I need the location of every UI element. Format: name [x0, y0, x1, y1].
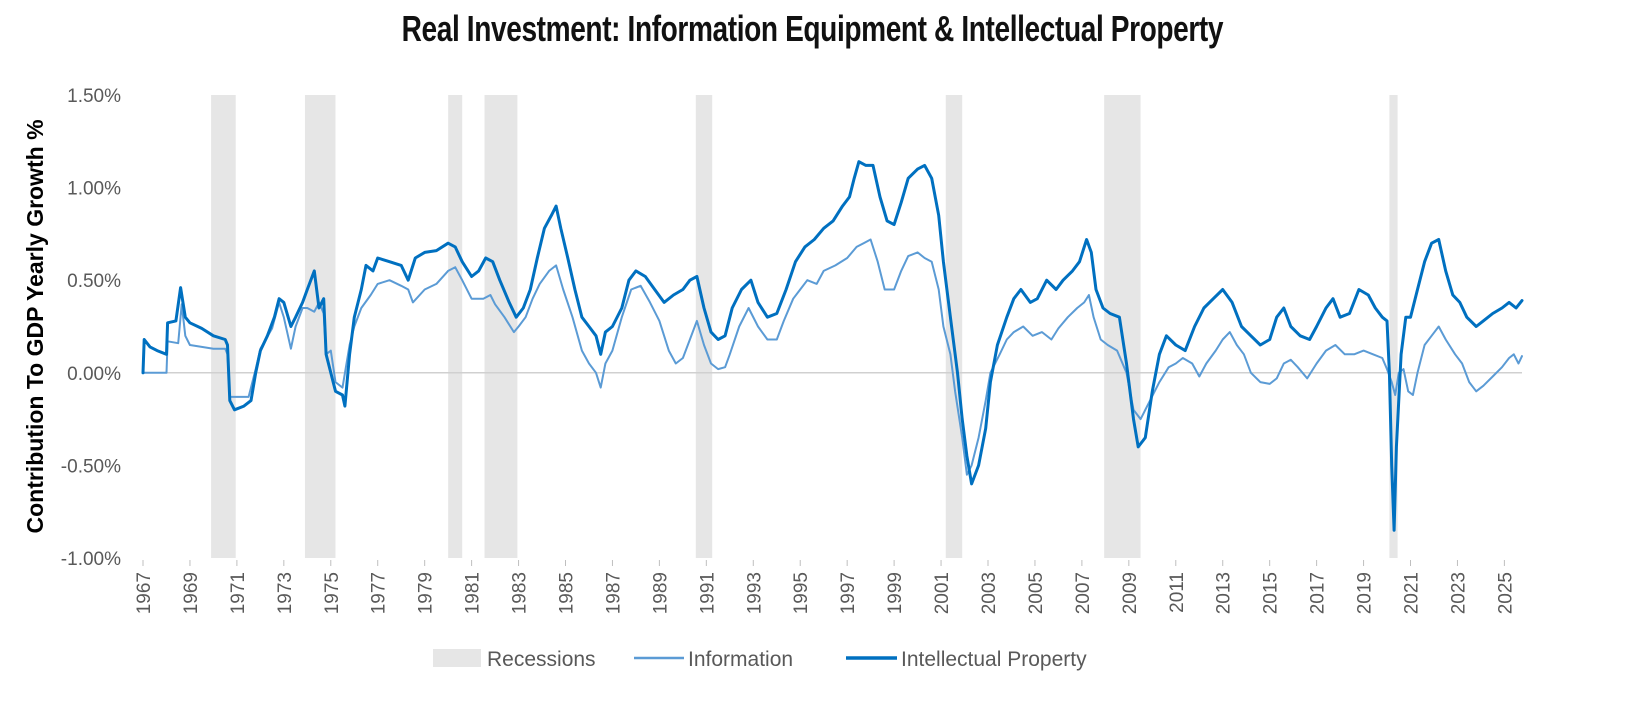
- x-tick-label: 2015: [1261, 572, 1282, 614]
- x-tick-label: 2001: [932, 572, 953, 614]
- x-tick-label: 1969: [181, 572, 202, 614]
- recession-band-5: [945, 95, 963, 558]
- y-tick-label: 1.00%: [67, 179, 121, 200]
- legend-swatch-recessions: [433, 649, 481, 667]
- x-tick-label: 1977: [369, 572, 390, 614]
- x-tick-label: 2005: [1026, 572, 1047, 614]
- x-tick-label: 2025: [1495, 572, 1516, 614]
- series-lines: [141, 160, 1524, 532]
- y-tick-label: -0.50%: [61, 456, 121, 477]
- legend-label-intellectual-property: Intellectual Property: [901, 648, 1087, 671]
- x-tick-label: 2023: [1448, 572, 1469, 614]
- y-axis-label: Contribution To GDP Yearly Growth %: [22, 119, 48, 533]
- x-tick-label: 1991: [697, 572, 718, 614]
- x-tick-label: 2009: [1120, 572, 1141, 614]
- x-tick-label: 1989: [650, 572, 671, 614]
- x-tick-label: 2007: [1073, 572, 1094, 614]
- y-tick-label: 0.50%: [67, 271, 121, 292]
- y-tick-label: 1.50%: [67, 86, 121, 107]
- x-tick-label: 2021: [1402, 572, 1423, 614]
- x-tick-label: 1995: [791, 572, 812, 614]
- legend-label-information: Information: [688, 648, 793, 671]
- x-tick-label: 1999: [885, 572, 906, 614]
- x-tick-label: 1973: [275, 572, 296, 614]
- x-tick-label: 2011: [1167, 572, 1188, 613]
- x-tick-label: 1967: [134, 572, 155, 614]
- y-tick-label: -1.00%: [61, 549, 121, 570]
- x-tick-label: 2017: [1308, 572, 1329, 614]
- x-tick-label: 1985: [557, 572, 578, 614]
- x-tick-label: 1979: [416, 572, 437, 614]
- x-tick-label: 2013: [1214, 572, 1235, 614]
- y-tick-label: 0.00%: [67, 364, 121, 385]
- x-tick-label: 2003: [979, 572, 1000, 614]
- x-tick-label: 1983: [510, 572, 531, 614]
- recession-band-2: [448, 95, 463, 558]
- recession-band-0: [211, 95, 236, 558]
- chart-title: Real Investment: Information Equipment &…: [401, 8, 1224, 49]
- x-tick-label: 1975: [322, 572, 343, 614]
- x-tick-label: 1987: [603, 572, 624, 614]
- legend: Recessions Information Intellectual Prop…: [433, 648, 1087, 671]
- recession-band-1: [304, 95, 336, 558]
- legend-label-recessions: Recessions: [487, 648, 596, 671]
- x-axis-ticks: 1967 1969 1971 1973 1975 1977 1979 1981 1983 1985…: [134, 560, 1516, 614]
- recession-band-3: [484, 95, 518, 558]
- y-axis-ticks: -1.00% -0.50% 0.00% 0.50% 1.00% 1.50%: [61, 86, 121, 570]
- recession-band-6: [1104, 95, 1141, 558]
- series-line-intellectual-property: [141, 160, 1524, 532]
- recession-band-4: [695, 95, 713, 558]
- x-tick-label: 1993: [744, 572, 765, 614]
- x-tick-label: 2019: [1355, 572, 1376, 614]
- x-tick-label: 1997: [838, 572, 859, 614]
- x-tick-label: 1971: [228, 572, 249, 614]
- recession-band-7: [1389, 95, 1398, 558]
- x-tick-label: 1981: [463, 572, 484, 614]
- recession-bands: [211, 95, 1398, 558]
